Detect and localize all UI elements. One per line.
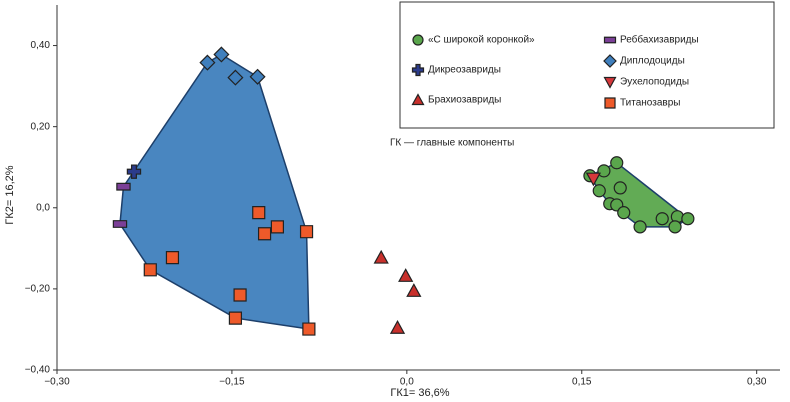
- point: [227, 69, 244, 86]
- x-tick-label: −0,15: [219, 377, 245, 388]
- y-tick-label: −0,20: [25, 284, 51, 295]
- point: [389, 319, 406, 334]
- point: [257, 227, 272, 241]
- legend-label: Титанозавры: [620, 98, 680, 109]
- y-tick-label: −0,40: [25, 365, 51, 376]
- point: [655, 212, 669, 226]
- legend-marker: [603, 76, 617, 89]
- legend-marker: [604, 97, 616, 109]
- x-tick-label: 0,30: [747, 377, 767, 388]
- point: [373, 249, 389, 264]
- x-tick-label: −0,30: [44, 377, 70, 388]
- legend-marker: [412, 34, 424, 46]
- legend-label: Эухелоподиды: [620, 77, 689, 88]
- legend-label: Брахиозавриды: [428, 95, 501, 106]
- hull: [119, 53, 310, 330]
- point: [143, 263, 157, 277]
- point: [302, 322, 316, 336]
- point: [299, 225, 314, 239]
- point: [633, 220, 647, 234]
- point: [199, 54, 216, 71]
- x-tick-label: 0,15: [572, 377, 592, 388]
- note: ГК — главные компоненты: [390, 138, 514, 149]
- point: [228, 311, 243, 325]
- x-axis-label: ГК1= 36,6%: [390, 387, 449, 399]
- point: [165, 251, 180, 265]
- y-tick-label: 0,20: [31, 121, 51, 132]
- point: [233, 288, 247, 302]
- legend-marker: [603, 36, 617, 44]
- point: [617, 206, 631, 220]
- legend-label: «С широкой коронкой»: [428, 35, 535, 46]
- point: [249, 68, 266, 85]
- point: [126, 164, 142, 179]
- point: [597, 164, 611, 178]
- point: [610, 156, 624, 170]
- point: [585, 172, 602, 187]
- point: [116, 182, 131, 191]
- y-tick-label: 0,0: [36, 202, 50, 213]
- point: [681, 212, 695, 226]
- y-axis-label: ГК2= 16,2%: [4, 165, 16, 224]
- legend-box: [399, 1, 775, 129]
- point: [668, 220, 682, 234]
- point: [592, 184, 606, 198]
- point: [270, 220, 284, 234]
- point: [613, 181, 627, 195]
- point: [398, 268, 414, 282]
- point: [112, 220, 128, 228]
- legend-label: Реббахизавриды: [620, 34, 699, 46]
- legend-marker: [411, 63, 425, 77]
- legend-label: Дикреозавриды: [428, 65, 501, 76]
- point: [252, 206, 266, 220]
- point: [406, 283, 422, 297]
- x-tick-label: 0,0: [400, 377, 414, 388]
- y-tick-label: 0,40: [31, 40, 51, 51]
- legend-label: Диплодоциды: [620, 56, 685, 67]
- point: [213, 46, 230, 63]
- legend-marker: [603, 54, 617, 68]
- legend-marker: [411, 93, 425, 106]
